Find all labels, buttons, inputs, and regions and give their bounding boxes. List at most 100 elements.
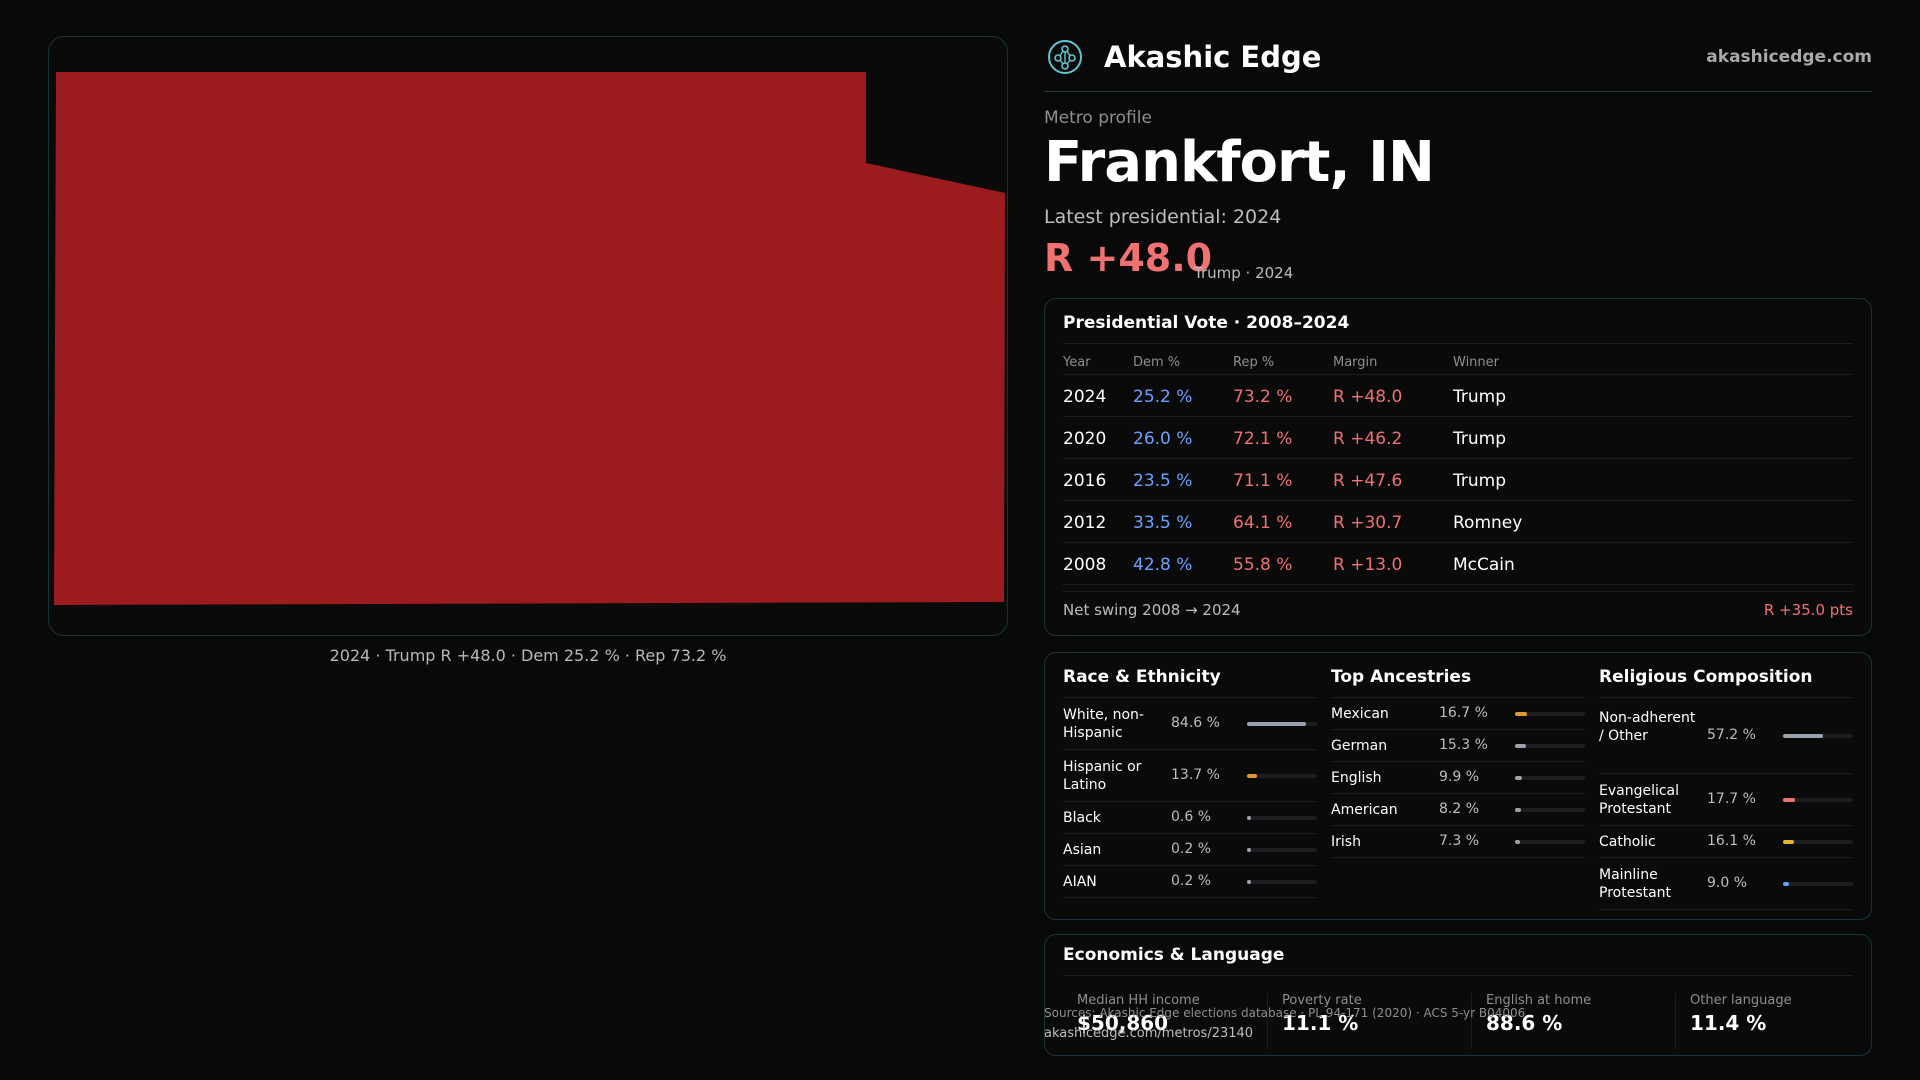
list-item-percent: 16.7 % — [1439, 705, 1488, 721]
religion-list: Non-adherent / Other 57.2 % Evangelical Pr… — [1599, 698, 1853, 910]
metro-map[interactable] — [48, 36, 1008, 636]
english-at-home-stat: English at home 88.6 % — [1471, 993, 1661, 1049]
share-bar-fill — [1783, 882, 1790, 886]
share-bar-track — [1247, 774, 1317, 778]
stat-value: 11.1 % — [1282, 1011, 1359, 1035]
list-item-percent: 9.0 % — [1707, 875, 1748, 891]
list-item: Non-adherent / Other 57.2 % — [1599, 698, 1853, 774]
share-bar-fill — [1515, 776, 1522, 780]
divider — [1063, 697, 1317, 698]
list-item-percent: 84.6 % — [1171, 715, 1220, 731]
dem-cell: 26.0 % — [1133, 429, 1193, 449]
rep-cell: 72.1 % — [1233, 429, 1293, 449]
share-bar-fill — [1247, 816, 1252, 820]
year-cell: 2008 — [1063, 555, 1107, 575]
list-item-label: German — [1331, 738, 1388, 754]
list-item-percent: 0.2 % — [1171, 873, 1212, 889]
map-caption: 2024 · Trump R +48.0 · Dem 25.2 % · Rep … — [329, 646, 727, 665]
latest-margin: R +48.0 — [1044, 236, 1213, 280]
list-item-percent: 0.6 % — [1171, 809, 1212, 825]
rep-cell: 64.1 % — [1233, 513, 1293, 533]
list-item-label: Mexican — [1331, 706, 1389, 722]
list-item: Hispanic or Latino 13.7 % — [1063, 750, 1317, 802]
share-bar-fill — [1515, 808, 1521, 812]
net-swing-label: Net swing 2008 → 2024 — [1063, 601, 1241, 619]
list-item-label: Black — [1063, 810, 1101, 826]
winner-cell: Romney — [1453, 513, 1523, 533]
winner-cell: Trump — [1453, 387, 1507, 407]
list-item-percent: 57.2 % — [1707, 727, 1756, 743]
list-item: English 9.9 % — [1331, 762, 1585, 794]
ancestry-list: Mexican 16.7 % German 15.3 % English 9.9 % Ame… — [1331, 698, 1585, 858]
divider — [1599, 697, 1853, 698]
list-item: Evangelical Protestant 17.7 % — [1599, 774, 1853, 826]
share-bar-fill — [1515, 840, 1521, 844]
metro-url-link[interactable]: akashicedge.com/metros/23140 — [1044, 1026, 1254, 1041]
year-cell: 2012 — [1063, 513, 1107, 533]
list-item-percent: 8.2 % — [1439, 801, 1480, 817]
share-bar-track — [1783, 798, 1853, 802]
stat-label: Poverty rate — [1282, 993, 1362, 1008]
list-item-label: American — [1331, 802, 1398, 818]
tree-of-life-icon — [1048, 40, 1082, 74]
margin-cell: R +30.7 — [1333, 513, 1403, 533]
margin-cell: R +46.2 — [1333, 429, 1403, 449]
column-header-year: Year — [1063, 355, 1091, 370]
list-item-label: Mainline Protestant — [1599, 867, 1672, 901]
list-item: German 15.3 % — [1331, 730, 1585, 762]
divider — [1331, 697, 1585, 698]
poverty-rate-stat: Poverty rate 11.1 % — [1267, 993, 1457, 1049]
share-bar-track — [1247, 816, 1317, 820]
brand-name: Akashic Edge — [1104, 40, 1322, 74]
list-item-label: Irish — [1331, 834, 1361, 850]
share-bar-fill — [1783, 840, 1795, 844]
list-item-percent: 0.2 % — [1171, 841, 1212, 857]
list-item-label: AIAN — [1063, 874, 1097, 890]
economics-language-card: Economics & Language Median HH income $5… — [1044, 934, 1872, 1056]
dem-cell: 23.5 % — [1133, 471, 1193, 491]
column-header-rep: Rep % — [1233, 355, 1275, 370]
list-item: White, non-Hispanic 84.6 % — [1063, 698, 1317, 750]
share-bar-track — [1783, 734, 1853, 738]
list-item-label: Non-adherent / Other — [1599, 710, 1696, 744]
race-ethnicity-section: Race & Ethnicity White, non-Hispanic 84.6… — [1063, 667, 1317, 898]
table-row: 2008 42.8 % 55.8 % R +13.0 McCain — [1063, 543, 1853, 585]
ancestry-section-title: Top Ancestries — [1331, 667, 1472, 687]
brand-url-link[interactable]: akashicedge.com — [1706, 47, 1872, 67]
list-item-label: Asian — [1063, 842, 1102, 858]
list-item-percent: 15.3 % — [1439, 737, 1488, 753]
divider — [1063, 343, 1853, 344]
share-bar-fill — [1515, 744, 1526, 748]
list-item-label: White, non-Hispanic — [1063, 707, 1144, 741]
share-bar-fill — [1783, 734, 1824, 738]
share-bar-fill — [1247, 722, 1307, 726]
brand-header: Akashic Edge akashicedge.com — [1044, 34, 1872, 92]
share-bar-track — [1247, 848, 1317, 852]
list-item: Catholic 16.1 % — [1599, 826, 1853, 858]
list-item-label: Evangelical Protestant — [1599, 783, 1680, 817]
share-bar-track — [1247, 722, 1317, 726]
list-item: Asian 0.2 % — [1063, 834, 1317, 866]
demographics-card: Race & Ethnicity White, non-Hispanic 84.6… — [1044, 652, 1872, 920]
stat-label: Other language — [1690, 993, 1792, 1008]
winner-cell: Trump — [1453, 429, 1507, 449]
list-item-label: English — [1331, 770, 1382, 786]
stat-label: Median HH income — [1077, 993, 1200, 1008]
list-item-percent: 9.9 % — [1439, 769, 1480, 785]
rep-cell: 55.8 % — [1233, 555, 1293, 575]
rep-cell: 73.2 % — [1233, 387, 1293, 407]
economics-card-title: Economics & Language — [1063, 945, 1285, 965]
share-bar-track — [1515, 808, 1585, 812]
divider — [1063, 591, 1853, 592]
share-bar-fill — [1247, 848, 1252, 852]
latest-presidential-label: Latest presidential: 2024 — [1044, 206, 1282, 228]
list-item-percent: 7.3 % — [1439, 833, 1480, 849]
net-swing-value: R +35.0 pts — [1763, 601, 1853, 619]
list-item: American 8.2 % — [1331, 794, 1585, 826]
stat-label: English at home — [1486, 993, 1592, 1008]
winner-cell: Trump — [1453, 471, 1507, 491]
column-header-dem: Dem % — [1133, 355, 1181, 370]
county-shape-svg — [54, 72, 1005, 605]
county-shape[interactable] — [54, 72, 1005, 605]
top-ancestries-section: Top Ancestries Mexican 16.7 % German 15.3 %… — [1331, 667, 1585, 858]
